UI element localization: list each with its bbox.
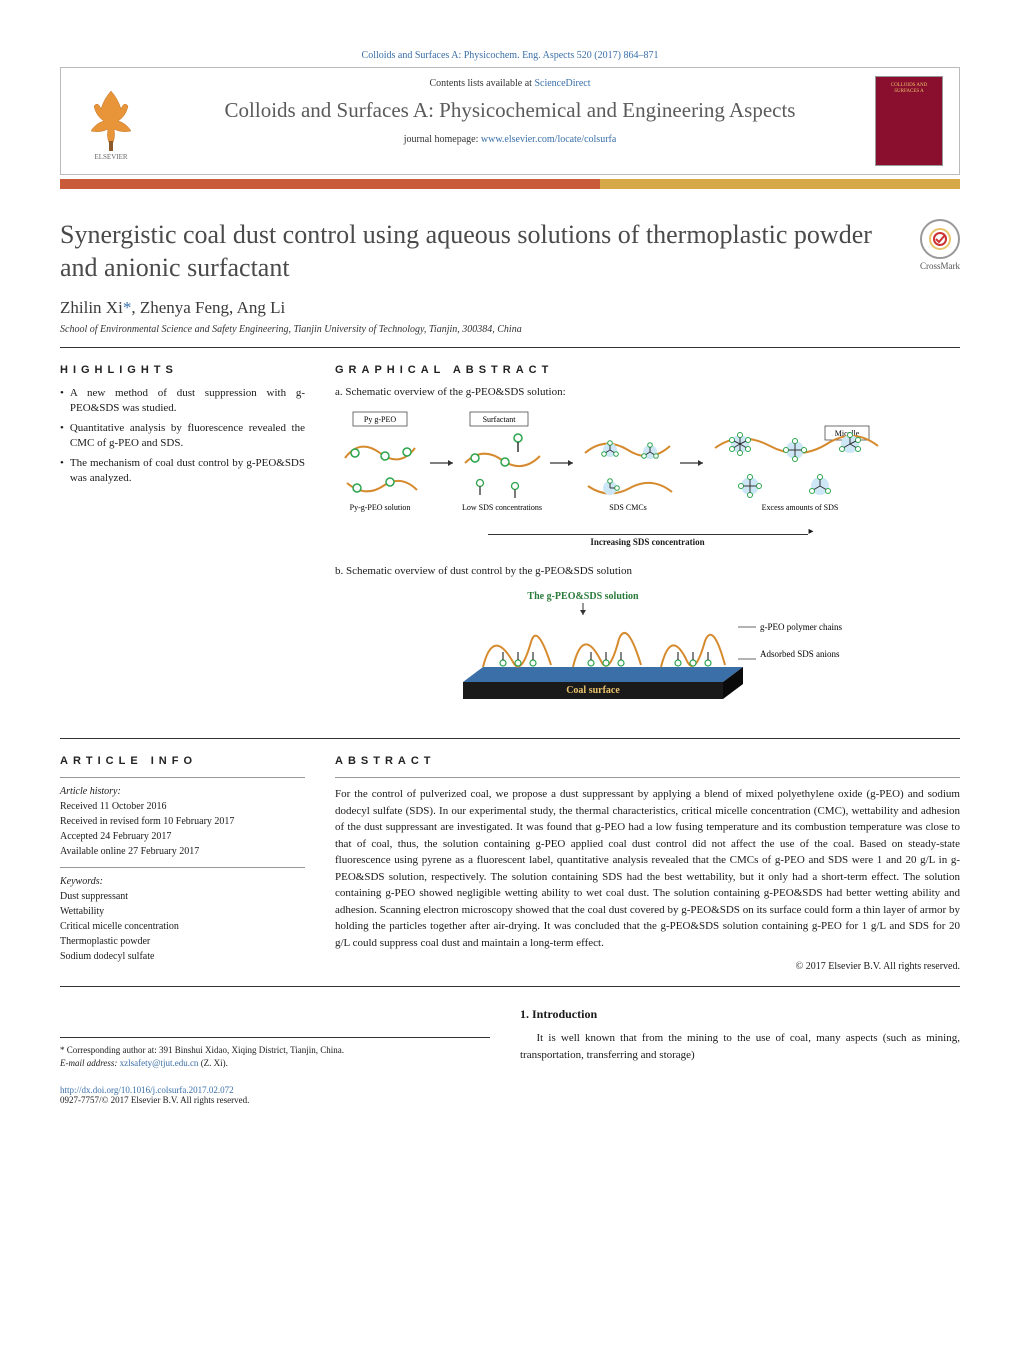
svg-text:Surfactant: Surfactant: [483, 415, 517, 424]
history-line: Received 11 October 2016: [60, 799, 305, 814]
axis-label: Increasing SDS concentration: [590, 537, 704, 547]
article-title: Synergistic coal dust control using aque…: [60, 219, 904, 284]
svg-text:Low SDS concentrations: Low SDS concentrations: [462, 503, 542, 512]
publisher-logo-cell: ELSEVIER: [61, 68, 161, 174]
journal-title: Colloids and Surfaces A: Physicochemical…: [181, 97, 839, 124]
schematic-a-svg: Py g-PEO Py-g-PEO solution: [335, 408, 895, 518]
doi-block: http://dx.doi.org/10.1016/j.colsurfa.201…: [60, 1085, 490, 1105]
info-rule: [60, 777, 305, 778]
keywords: Keywords: Dust suppressant Wettability C…: [60, 874, 305, 964]
journal-cover: COLLOIDS AND SURFACES A: [875, 76, 943, 166]
journal-reference: Colloids and Surfaces A: Physicochem. En…: [60, 50, 960, 61]
schematic-b-svg: The g-PEO&SDS solution Coal surface: [408, 587, 888, 707]
svg-text:ELSEVIER: ELSEVIER: [94, 153, 127, 161]
crossmark-badge[interactable]: CrossMark: [920, 219, 960, 271]
highlights-heading: HIGHLIGHTS: [60, 364, 305, 376]
history-line: Received in revised form 10 February 201…: [60, 814, 305, 829]
svg-text:g-PEO polymer chains: g-PEO polymer chains: [760, 622, 842, 632]
rule-3: [60, 986, 960, 987]
homepage-link[interactable]: www.elsevier.com/locate/colsurfa: [481, 134, 616, 145]
highlight-item: The mechanism of coal dust control by g-…: [60, 456, 305, 487]
abstract-rule: [335, 777, 960, 778]
ga-figure-b: The g-PEO&SDS solution Coal surface: [335, 583, 960, 724]
abstract-text: For the control of pulverized coal, we p…: [335, 786, 960, 951]
authors: Zhilin Xi*, Zhenya Feng, Ang Li: [60, 298, 960, 318]
author-1: Zhilin Xi: [60, 298, 123, 317]
keyword: Dust suppressant: [60, 889, 305, 904]
info-rule-2: [60, 867, 305, 868]
cover-text: COLLOIDS AND SURFACES A: [876, 77, 942, 95]
journal-cover-cell: COLLOIDS AND SURFACES A: [859, 68, 959, 174]
highlight-text: The mechanism of coal dust control by g-…: [70, 456, 305, 487]
svg-text:Coal surface: Coal surface: [566, 685, 620, 696]
article-history: Article history: Received 11 October 201…: [60, 784, 305, 859]
svg-text:Py-g-PEO solution: Py-g-PEO solution: [350, 503, 411, 512]
corresponding-footnote: * Corresponding author at: 391 Binshui X…: [60, 1037, 490, 1069]
abstract-copyright: © 2017 Elsevier B.V. All rights reserved…: [335, 961, 960, 972]
intro-text: It is well known that from the mining to…: [520, 1030, 960, 1063]
abstract-heading: ABSTRACT: [335, 755, 960, 767]
rule-1: [60, 347, 960, 348]
crossmark-icon: [920, 219, 960, 259]
history-label: Article history:: [60, 784, 305, 799]
issn-line: 0927-7757/© 2017 Elsevier B.V. All right…: [60, 1095, 249, 1105]
sciencedirect-link[interactable]: ScienceDirect: [534, 78, 590, 89]
highlights-list: A new method of dust suppression with g-…: [60, 386, 305, 486]
homepage-line: journal homepage: www.elsevier.com/locat…: [181, 134, 839, 145]
svg-text:SDS CMCs: SDS CMCs: [609, 503, 647, 512]
affiliation: School of Environmental Science and Safe…: [60, 324, 960, 335]
keyword: Wettability: [60, 904, 305, 919]
doi-link[interactable]: http://dx.doi.org/10.1016/j.colsurfa.201…: [60, 1085, 234, 1095]
highlight-text: A new method of dust suppression with g-…: [70, 386, 305, 417]
intro-heading: 1. Introduction: [520, 1007, 960, 1022]
article-info-heading: ARTICLE INFO: [60, 755, 305, 767]
cover-line2: SURFACES A: [894, 89, 924, 94]
email-label: E-mail address:: [60, 1058, 120, 1068]
elsevier-tree-logo: ELSEVIER: [76, 81, 146, 161]
cover-line1: COLLOIDS AND: [891, 83, 928, 88]
ga-caption-b: b. Schematic overview of dust control by…: [335, 565, 960, 577]
svg-text:Excess amounts of SDS: Excess amounts of SDS: [762, 503, 839, 512]
keyword: Sodium dodecyl sulfate: [60, 949, 305, 964]
color-bar: [60, 179, 960, 189]
ga-figure-a: Py g-PEO Py-g-PEO solution: [335, 404, 960, 559]
email-link[interactable]: xzlsafety@tjut.edu.cn: [120, 1058, 199, 1068]
header-center: Contents lists available at ScienceDirec…: [161, 68, 859, 174]
ga-heading: GRAPHICAL ABSTRACT: [335, 364, 960, 376]
contents-line: Contents lists available at ScienceDirec…: [181, 78, 839, 89]
authors-rest: , Zhenya Feng, Ang Li: [131, 298, 285, 317]
journal-header: ELSEVIER Contents lists available at Sci…: [60, 67, 960, 175]
contents-prefix: Contents lists available at: [429, 78, 534, 89]
rule-2: [60, 738, 960, 739]
email-suffix: (Z. Xi).: [198, 1058, 228, 1068]
highlight-item: A new method of dust suppression with g-…: [60, 386, 305, 417]
history-line: Accepted 24 February 2017: [60, 829, 305, 844]
homepage-prefix: journal homepage:: [404, 134, 481, 145]
schematic-a-axis: Increasing SDS concentration: [335, 527, 960, 547]
svg-text:Py g-PEO: Py g-PEO: [364, 415, 396, 424]
svg-text:The g-PEO&SDS solution: The g-PEO&SDS solution: [527, 591, 639, 602]
highlight-text: Quantitative analysis by fluorescence re…: [70, 421, 305, 452]
keyword: Thermoplastic powder: [60, 934, 305, 949]
highlight-item: Quantitative analysis by fluorescence re…: [60, 421, 305, 452]
corr-address: * Corresponding author at: 391 Binshui X…: [60, 1044, 490, 1057]
keywords-label: Keywords:: [60, 874, 305, 889]
svg-text:Adsorbed SDS anions: Adsorbed SDS anions: [760, 649, 840, 659]
ga-caption-a: a. Schematic overview of the g-PEO&SDS s…: [335, 386, 960, 398]
crossmark-label: CrossMark: [920, 261, 960, 271]
history-line: Available online 27 February 2017: [60, 844, 305, 859]
keyword: Critical micelle concentration: [60, 919, 305, 934]
